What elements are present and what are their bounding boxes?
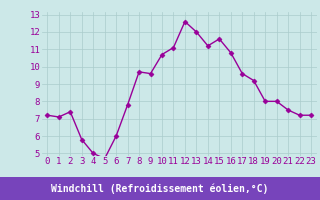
Text: Windchill (Refroidissement éolien,°C): Windchill (Refroidissement éolien,°C) bbox=[51, 183, 269, 194]
